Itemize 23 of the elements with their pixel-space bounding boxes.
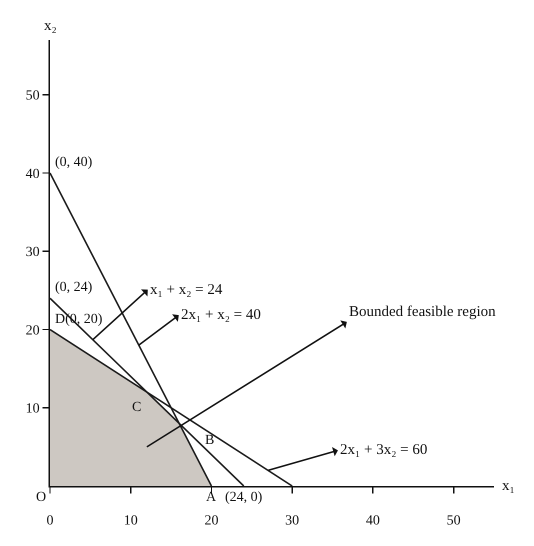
annotation: (0, 40) [55, 155, 93, 170]
y-tick-label: 10 [26, 402, 40, 417]
annotation: 2x₁ + 3x₂ = 60 [340, 442, 428, 458]
x-tick-label: 40 [366, 513, 380, 528]
y-tick-label: 50 [26, 88, 40, 104]
annotation: 2x₁ + x₂ = 40 [181, 307, 261, 323]
x-tick-label: 50 [446, 513, 461, 528]
annotation: Bounded feasible region [349, 304, 496, 320]
x-tick-label: 30 [285, 513, 300, 528]
y-tick-label: 20 [26, 323, 40, 338]
y-tick-label: 40 [26, 166, 40, 182]
x-tick-label: 20 [204, 513, 218, 528]
annotation: C [132, 400, 142, 415]
annotation: x₁ + x₂ = 24 [150, 282, 223, 298]
annotation: B [205, 433, 214, 448]
annotation: (0, 24) [55, 280, 93, 295]
x-axis-title: x₁ [502, 478, 515, 494]
x-tick-label: 0 [46, 513, 54, 528]
y-axis-title: x₂ [44, 18, 57, 34]
y-tick-label: 30 [26, 245, 40, 260]
x-tick-label: 10 [124, 513, 138, 528]
annotation: (24, 0) [225, 490, 263, 505]
annotation: O [36, 490, 46, 505]
